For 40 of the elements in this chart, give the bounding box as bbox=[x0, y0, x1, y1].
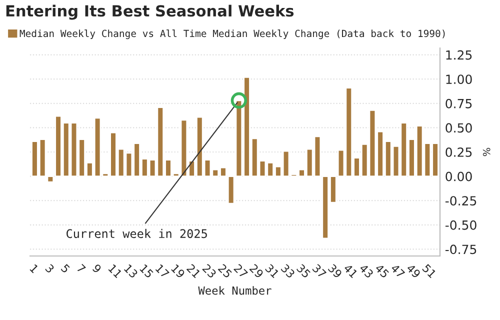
x-tick-label: 3 bbox=[44, 264, 55, 274]
x-tick-label: 41 bbox=[343, 264, 358, 278]
y-tick-label: -0.25 bbox=[445, 196, 476, 206]
x-tick-label: 39 bbox=[328, 264, 342, 278]
x-tick-label: 43 bbox=[358, 263, 374, 278]
x-tick-label: 27 bbox=[234, 264, 248, 278]
x-tick-label: 37 bbox=[312, 264, 327, 278]
x-tick-label: 35 bbox=[296, 264, 311, 278]
legend-label: Median Weekly Change vs All Time Median Weekly Change (Data back to 1990) bbox=[20, 30, 445, 40]
x-tick-label: 11 bbox=[108, 264, 122, 278]
x-tick-label: 17 bbox=[155, 264, 170, 278]
y-tick-label: 0.00 bbox=[446, 172, 472, 182]
annotation: Current week in 2025 bbox=[66, 228, 207, 238]
x-tick-label: 25 bbox=[218, 264, 232, 278]
x-tick-label: 31 bbox=[264, 264, 280, 278]
y-tick-label: 0.75 bbox=[446, 98, 472, 108]
x-tick-label: 45 bbox=[374, 264, 390, 278]
x-axis-title: Week Number bbox=[198, 286, 272, 295]
x-tick-label: 29 bbox=[249, 264, 264, 278]
y-tick-label: -0.50 bbox=[445, 220, 476, 230]
x-tick-label: 47 bbox=[390, 264, 406, 278]
y-axis-title: % bbox=[482, 148, 490, 156]
chart-title: Entering Its Best Seasonal Weeks bbox=[6, 4, 294, 20]
x-tick-label: 33 bbox=[280, 264, 296, 278]
y-tick-label: 0.50 bbox=[446, 123, 472, 133]
x-tick-label: 5 bbox=[60, 264, 70, 274]
x-tick-label: 1 bbox=[30, 264, 39, 274]
x-tick-label: 15 bbox=[139, 264, 154, 278]
x-tick-label: 9 bbox=[92, 264, 102, 274]
x-tick-label: 49 bbox=[406, 263, 422, 278]
x-tick-label: 13 bbox=[124, 264, 138, 278]
x-tick-label: 19 bbox=[170, 264, 186, 278]
x-tick-label: 7 bbox=[76, 264, 86, 274]
x-tick-label: 51 bbox=[422, 264, 436, 278]
x-tick-label: 23 bbox=[202, 264, 217, 278]
y-tick-label: 1.25 bbox=[446, 50, 472, 60]
y-tick-label: 0.25 bbox=[446, 147, 472, 157]
x-tick-label: 21 bbox=[186, 264, 201, 278]
y-tick-label: 1.00 bbox=[446, 74, 472, 84]
y-tick-label: -0.75 bbox=[445, 244, 476, 254]
